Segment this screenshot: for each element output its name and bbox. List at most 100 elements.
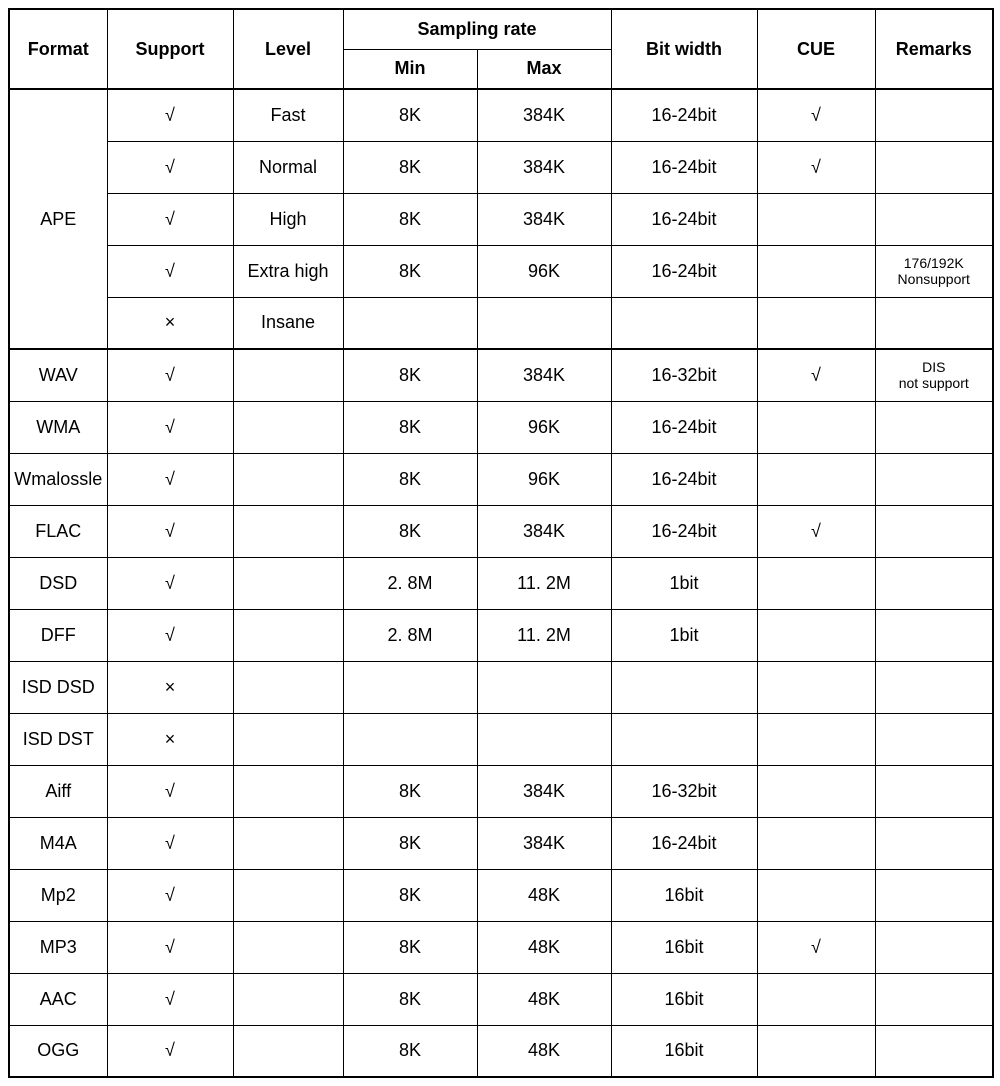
cell-level: Normal [233,141,343,193]
cell-min: 8K [343,89,477,141]
cell-max: 11. 2M [477,609,611,661]
cell-cue: √ [757,921,875,973]
cell-max: 48K [477,973,611,1025]
cell-bitwidth: 16-24bit [611,401,757,453]
cell-cue: √ [757,349,875,401]
cell-level [233,1025,343,1077]
cell-format: OGG [9,1025,107,1077]
cell-support: × [107,297,233,349]
cell-level [233,401,343,453]
cell-format: M4A [9,817,107,869]
cell-max: 96K [477,401,611,453]
cell-remarks [875,401,993,453]
cell-level: Insane [233,297,343,349]
col-bitwidth: Bit width [611,9,757,89]
cell-support: √ [107,141,233,193]
cell-bitwidth [611,661,757,713]
cell-cue: √ [757,505,875,557]
cell-format: WAV [9,349,107,401]
table-row: Wmalossle√8K96K16-24bit [9,453,993,505]
table-row: MP3√8K48K16bit√ [9,921,993,973]
cell-max [477,297,611,349]
cell-bitwidth [611,297,757,349]
table-row: ISD DST× [9,713,993,765]
cell-format: DFF [9,609,107,661]
cell-remarks [875,765,993,817]
cell-level [233,921,343,973]
cell-format: ISD DST [9,713,107,765]
col-format: Format [9,9,107,89]
table-row: OGG√8K48K16bit [9,1025,993,1077]
cell-support: × [107,713,233,765]
cell-format: Aiff [9,765,107,817]
cell-min: 8K [343,869,477,921]
cell-min: 8K [343,245,477,297]
cell-bitwidth: 16-24bit [611,817,757,869]
cell-max: 384K [477,765,611,817]
cell-cue [757,297,875,349]
cell-remarks: DISnot support [875,349,993,401]
cell-cue [757,1025,875,1077]
col-sampling: Sampling rate [343,9,611,49]
cell-bitwidth: 16bit [611,1025,757,1077]
cell-support: √ [107,557,233,609]
cell-cue [757,661,875,713]
cell-support: √ [107,921,233,973]
cell-remarks [875,1025,993,1077]
cell-remarks [875,921,993,973]
cell-level [233,973,343,1025]
col-cue: CUE [757,9,875,89]
cell-support: √ [107,245,233,297]
table-row: ISD DSD× [9,661,993,713]
cell-max: 384K [477,349,611,401]
table-row: APE√Fast8K384K16-24bit√ [9,89,993,141]
table-row: √Extra high8K96K16-24bit176/192KNonsuppo… [9,245,993,297]
cell-remarks [875,193,993,245]
cell-support: √ [107,609,233,661]
cell-remarks [875,453,993,505]
cell-bitwidth: 1bit [611,557,757,609]
cell-support: √ [107,765,233,817]
cell-max: 384K [477,817,611,869]
cell-bitwidth: 16-24bit [611,245,757,297]
cell-cue: √ [757,89,875,141]
cell-format: APE [9,89,107,349]
cell-level [233,713,343,765]
cell-format: AAC [9,973,107,1025]
cell-remarks [875,505,993,557]
table-body: APE√Fast8K384K16-24bit√√Normal8K384K16-2… [9,89,993,1077]
cell-cue [757,453,875,505]
cell-bitwidth: 16-24bit [611,453,757,505]
table-row: DSD√2. 8M11. 2M1bit [9,557,993,609]
table-row: WMA√8K96K16-24bit [9,401,993,453]
cell-remarks [875,661,993,713]
cell-remarks [875,89,993,141]
col-min: Min [343,49,477,89]
cell-min: 2. 8M [343,609,477,661]
cell-format: Wmalossle [9,453,107,505]
cell-format: Mp2 [9,869,107,921]
cell-min: 8K [343,505,477,557]
table-row: WAV√8K384K16-32bit√DISnot support [9,349,993,401]
cell-min: 8K [343,765,477,817]
cell-cue: √ [757,141,875,193]
cell-support: × [107,661,233,713]
cell-max: 11. 2M [477,557,611,609]
table-row: √Normal8K384K16-24bit√ [9,141,993,193]
col-remarks: Remarks [875,9,993,89]
cell-min: 8K [343,401,477,453]
cell-remarks [875,869,993,921]
cell-bitwidth: 16-24bit [611,141,757,193]
cell-min: 8K [343,349,477,401]
cell-max [477,661,611,713]
cell-cue [757,817,875,869]
cell-level [233,661,343,713]
cell-bitwidth: 16bit [611,973,757,1025]
cell-support: √ [107,817,233,869]
cell-support: √ [107,89,233,141]
cell-remarks [875,973,993,1025]
cell-support: √ [107,869,233,921]
cell-min: 8K [343,193,477,245]
cell-max: 384K [477,505,611,557]
cell-max: 384K [477,89,611,141]
